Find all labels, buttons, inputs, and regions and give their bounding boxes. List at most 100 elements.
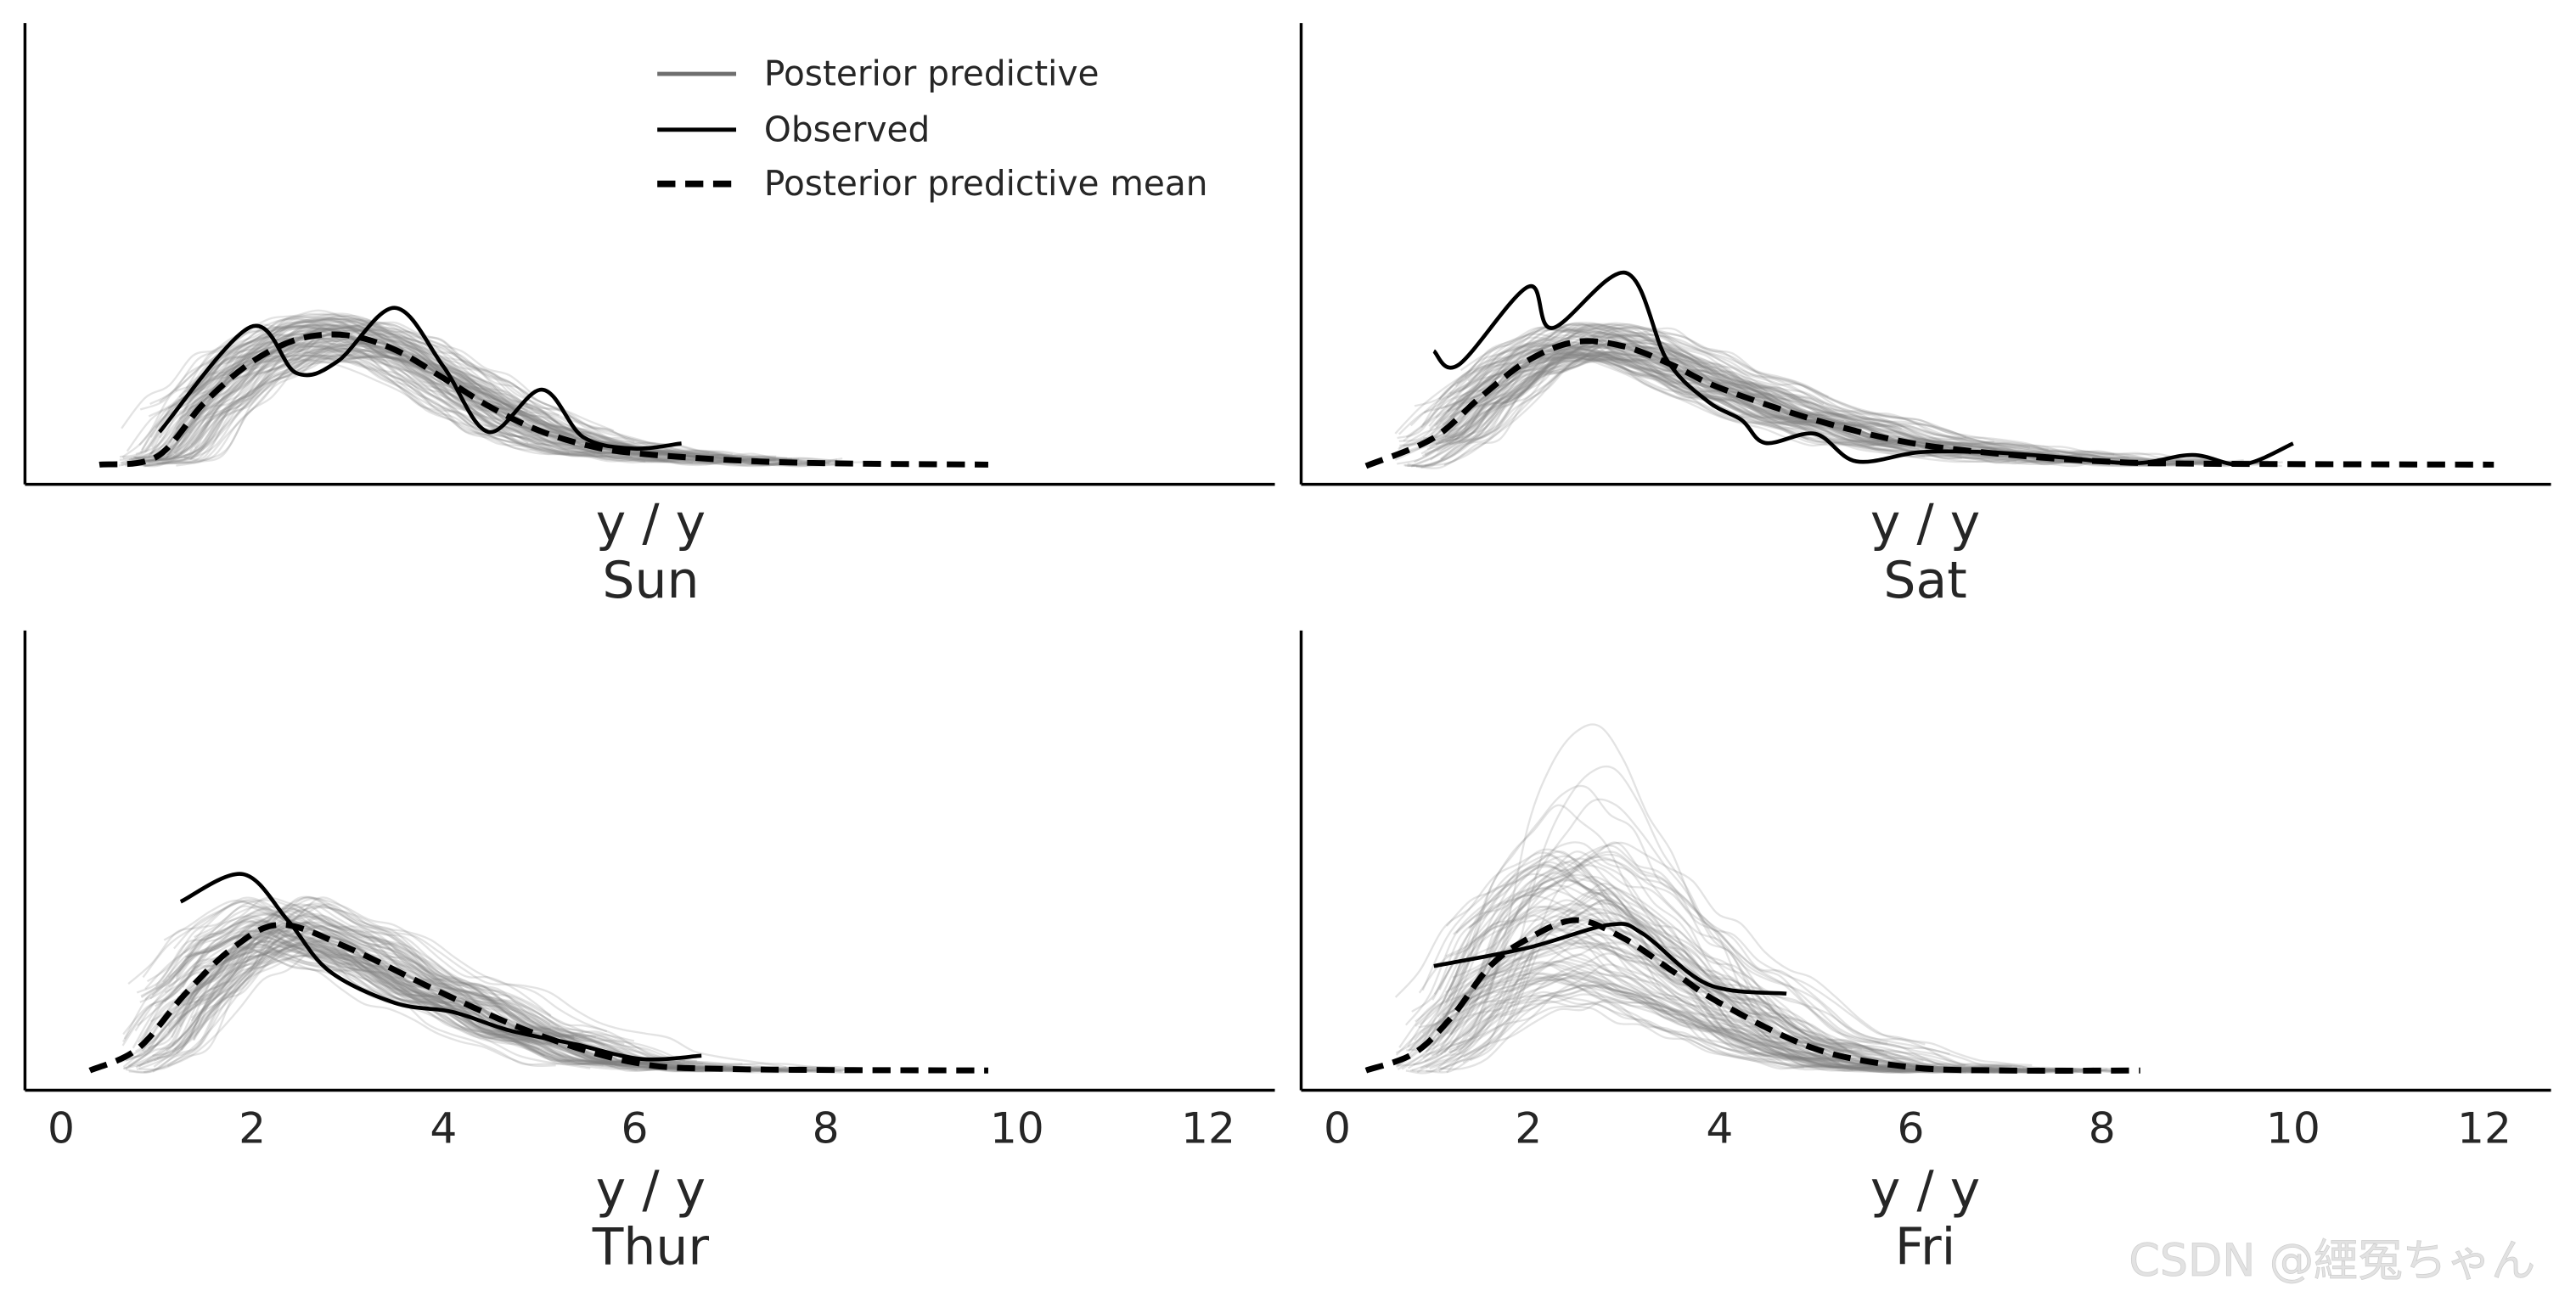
observed-line — [1433, 922, 1787, 996]
posterior-predictive-line — [134, 921, 685, 1063]
posterior-predictive-line — [175, 917, 846, 1073]
posterior-predictive-line — [1422, 850, 2021, 1069]
x-axis-label: y / y — [596, 1160, 706, 1220]
posterior-predictive-line — [1425, 980, 1999, 1073]
posterior-predictive-line — [146, 899, 697, 1063]
posterior-predictive-line — [141, 325, 788, 459]
posterior-predictive-line — [183, 312, 711, 458]
posterior-predictive-samples — [1394, 723, 2125, 1075]
posterior-predictive-line — [154, 940, 776, 1072]
posterior-predictive-line — [120, 922, 575, 1060]
posterior-predictive-line — [148, 336, 770, 467]
posterior-predictive-line — [1429, 351, 2242, 466]
posterior-predictive-line — [1454, 345, 2245, 465]
posterior-predictive-line — [1453, 894, 1955, 1069]
posterior-predictive-line — [155, 913, 825, 1072]
posterior-predictive-line — [1408, 943, 2030, 1074]
posterior-predictive-line — [148, 354, 579, 464]
posterior-predictive-line — [190, 354, 646, 463]
x-axis-label: y / y — [596, 493, 706, 553]
posterior-predictive-mean-line — [1364, 917, 2140, 1074]
posterior-predictive-line — [1437, 354, 2228, 465]
posterior-predictive-line — [1409, 356, 1937, 450]
legend-label-posterior-predictive: Posterior predictive — [764, 53, 1100, 94]
posterior-predictive-line — [1467, 884, 2067, 1071]
posterior-predictive-line — [153, 923, 704, 1073]
posterior-predictive-line — [1464, 326, 2111, 465]
posterior-predictive-line — [1461, 960, 1965, 1073]
posterior-predictive-line — [1446, 328, 1998, 453]
posterior-predictive-line — [1435, 323, 2129, 458]
x-tick-label: 10 — [2266, 1103, 2320, 1153]
x-tick-label: 10 — [990, 1103, 1044, 1153]
observed-line — [179, 872, 702, 1062]
posterior-predictive-line — [141, 929, 693, 1070]
posterior-predictive-line — [1430, 340, 2244, 463]
posterior-predictive-line — [1446, 991, 1902, 1072]
posterior-predictive-line — [188, 316, 596, 455]
posterior-predictive-line — [150, 316, 560, 448]
posterior-predictive-line — [179, 321, 635, 455]
posterior-predictive-line — [1435, 352, 1962, 457]
posterior-predictive-line — [185, 321, 570, 454]
posterior-predictive-line — [1421, 974, 1996, 1073]
posterior-predictive-line — [152, 896, 774, 1073]
posterior-predictive-line — [122, 315, 792, 460]
posterior-predictive-line — [134, 328, 733, 459]
posterior-predictive-line — [144, 920, 648, 1065]
posterior-predictive-line — [177, 895, 681, 1063]
posterior-predictive-line — [1458, 342, 1961, 446]
posterior-predictive-line — [164, 949, 524, 1030]
posterior-predictive-line — [1456, 858, 1888, 1044]
posterior-predictive-line — [121, 919, 745, 1072]
posterior-predictive-line — [1426, 841, 1976, 1075]
posterior-predictive-mean-line — [1364, 338, 2494, 469]
posterior-predictive-line — [1411, 882, 1866, 1073]
posterior-predictive-line — [1397, 891, 1924, 1070]
posterior-predictive-line — [1420, 334, 2114, 466]
posterior-predictive-line — [155, 341, 562, 461]
posterior-predictive-line — [1423, 339, 2260, 464]
posterior-predictive-line — [123, 907, 722, 1073]
posterior-predictive-line — [1448, 975, 1832, 1067]
posterior-predictive-line — [1437, 929, 1844, 1053]
posterior-predictive-line — [187, 345, 571, 456]
posterior-predictive-line — [148, 350, 675, 460]
legend-label-observed: Observed — [764, 109, 930, 149]
posterior-predictive-line — [1448, 334, 1880, 446]
posterior-predictive-line — [1468, 973, 1995, 1073]
posterior-predictive-line — [165, 341, 668, 463]
posterior-predictive-line — [167, 896, 551, 1030]
posterior-predictive-line — [132, 923, 540, 1051]
posterior-predictive-line — [1441, 351, 1825, 442]
posterior-predictive-line — [126, 328, 628, 467]
posterior-predictive-line — [1449, 863, 2025, 1074]
posterior-predictive-line — [1455, 723, 1840, 1063]
posterior-predictive-line — [1458, 330, 2056, 457]
posterior-predictive-line — [1429, 984, 1932, 1073]
posterior-predictive-line — [1438, 347, 1942, 445]
posterior-predictive-line — [1438, 963, 1821, 1070]
posterior-predictive-line — [125, 917, 747, 1074]
posterior-predictive-line — [1446, 864, 2021, 1071]
posterior-predictive-line — [138, 924, 809, 1074]
posterior-predictive-line — [128, 355, 560, 462]
posterior-predictive-line — [1407, 333, 2101, 469]
posterior-predictive-line — [1467, 342, 1875, 446]
posterior-predictive-line — [1404, 345, 1979, 467]
posterior-predictive-line — [180, 923, 660, 1072]
posterior-predictive-line — [1405, 892, 1932, 1075]
posterior-predictive-line — [183, 341, 734, 463]
posterior-predictive-line — [1423, 344, 1903, 447]
x-tick-label: 0 — [48, 1103, 75, 1153]
posterior-predictive-line — [1414, 914, 1941, 1072]
x-tick-label: 6 — [1898, 1103, 1925, 1153]
posterior-predictive-line — [173, 926, 605, 1051]
posterior-predictive-line — [143, 320, 622, 468]
posterior-predictive-line — [1433, 347, 1842, 428]
posterior-predictive-line — [1424, 899, 2071, 1073]
posterior-predictive-line — [1424, 352, 1879, 455]
posterior-predictive-samples — [1394, 322, 2283, 469]
